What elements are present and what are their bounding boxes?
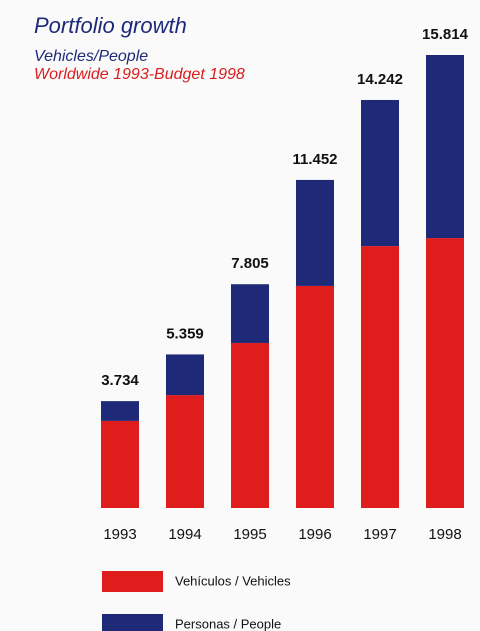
total-label: 14.242 — [357, 71, 403, 88]
bar-segment — [101, 401, 139, 421]
bar-segment — [166, 354, 204, 396]
legend-label: Personas / People — [175, 616, 281, 631]
x-tick-label: 1995 — [233, 526, 266, 543]
total-label: 15.814 — [422, 26, 469, 43]
legend-swatch — [102, 614, 163, 631]
chart-title: Portfolio growth — [34, 13, 187, 38]
legend-swatch — [102, 571, 163, 592]
x-tick-label: 1998 — [428, 526, 461, 543]
total-label: 5.359 — [166, 325, 204, 342]
bar-segment — [361, 246, 399, 509]
x-tick-label: 1993 — [103, 526, 136, 543]
bar-segment — [296, 285, 334, 508]
bar-segment — [231, 342, 269, 508]
x-tick-label: 1997 — [363, 526, 396, 543]
bar-segment — [166, 395, 204, 508]
total-label: 7.805 — [231, 255, 269, 272]
bar-segment — [231, 284, 269, 343]
bar-segment — [296, 179, 334, 286]
x-tick-label: 1996 — [298, 526, 331, 543]
bar-segment — [361, 99, 399, 247]
bar-segment — [101, 420, 139, 508]
bar-segment — [426, 238, 464, 509]
x-tick-label: 1994 — [168, 526, 201, 543]
subtitle: Vehicles/People — [34, 48, 148, 65]
total-label: 3.734 — [101, 372, 139, 389]
subtitle: Worldwide 1993-Budget 1998 — [34, 66, 245, 83]
legend-label: Vehículos / Vehicles — [175, 573, 291, 588]
bar-segment — [426, 55, 464, 239]
total-label: 11.452 — [292, 151, 337, 168]
